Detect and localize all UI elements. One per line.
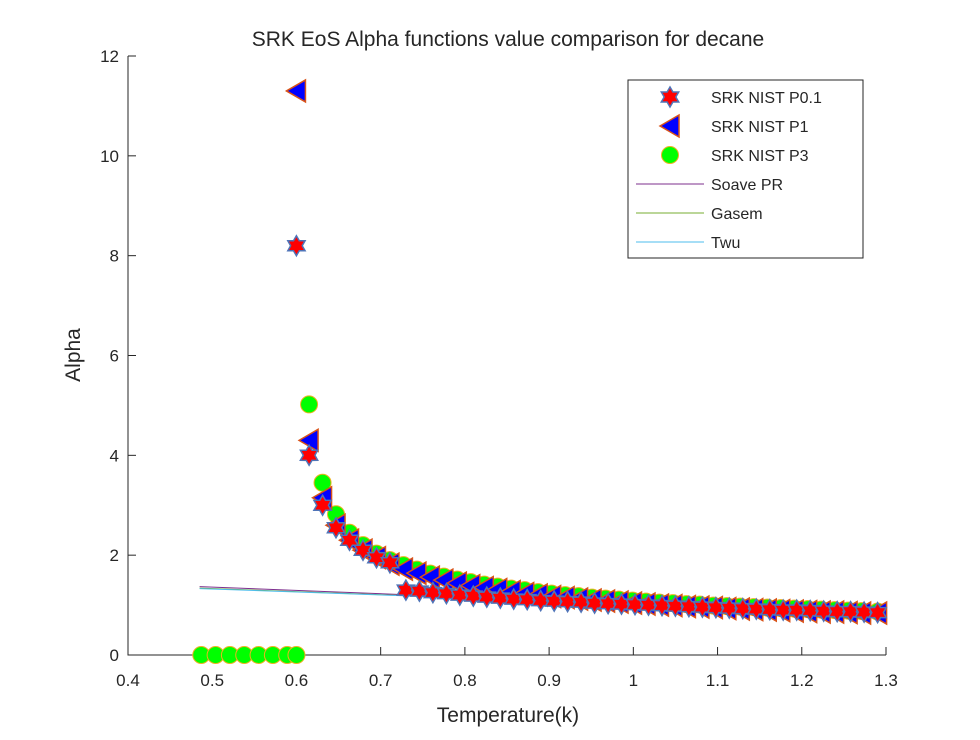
data-point bbox=[571, 590, 592, 614]
data-point bbox=[396, 578, 416, 602]
y-tick-label: 6 bbox=[110, 347, 119, 366]
data-point bbox=[284, 78, 307, 104]
x-tick-label: 1 bbox=[629, 671, 638, 690]
legend-label: SRK NIST P1 bbox=[711, 119, 809, 136]
x-tick-label: 0.9 bbox=[537, 671, 561, 690]
legend-item: SRK NIST P3 bbox=[661, 146, 809, 165]
data-point bbox=[409, 579, 430, 603]
legend-item: SRK NIST P0.1 bbox=[659, 85, 822, 109]
data-point bbox=[517, 588, 538, 612]
y-tick-label: 8 bbox=[110, 247, 119, 266]
x-tick-label: 0.6 bbox=[285, 671, 309, 690]
y-tick-label: 2 bbox=[110, 546, 119, 565]
y-tick-label: 0 bbox=[110, 646, 119, 665]
y-tick-label: 10 bbox=[100, 147, 119, 166]
legend: SRK NIST P0.1 SRK NIST P1 SRK NIST P3 Soave… bbox=[627, 79, 864, 259]
chart-title: SRK EoS Alpha functions value comparison… bbox=[252, 28, 764, 51]
data-point bbox=[326, 516, 347, 540]
data-point bbox=[436, 582, 457, 606]
legend-label: SRK NIST P0.1 bbox=[711, 90, 822, 107]
x-tick-label: 0.7 bbox=[369, 671, 393, 690]
x-tick-label: 0.8 bbox=[453, 671, 477, 690]
y-axis-label: Alpha bbox=[62, 328, 85, 382]
y-tick-label: 4 bbox=[110, 446, 119, 465]
x-tick-label: 0.5 bbox=[200, 671, 224, 690]
legend-label: Soave PR bbox=[711, 177, 783, 194]
legend-item: Gasem bbox=[636, 206, 763, 223]
data-point bbox=[867, 601, 888, 625]
data-point bbox=[312, 493, 333, 517]
legend-item: Soave PR bbox=[636, 177, 783, 194]
data-point bbox=[286, 234, 307, 258]
x-tick-label: 1.1 bbox=[706, 671, 730, 690]
series-srk-nist-p0-1 bbox=[286, 234, 888, 625]
x-tick-label: 0.4 bbox=[116, 671, 140, 690]
data-point bbox=[287, 646, 306, 664]
legend-label: SRK NIST P3 bbox=[711, 148, 809, 165]
data-point bbox=[299, 443, 319, 467]
data-point bbox=[422, 581, 443, 605]
data-point bbox=[463, 584, 484, 608]
data-point bbox=[352, 538, 373, 562]
data-point bbox=[476, 585, 497, 609]
x-axis-label: Temperature(k) bbox=[437, 704, 579, 727]
legend-swatch bbox=[661, 146, 679, 164]
legend-swatch bbox=[659, 85, 681, 109]
legend-label: Twu bbox=[711, 235, 740, 252]
y-tick-label: 12 bbox=[100, 47, 119, 66]
legend-item: SRK NIST P1 bbox=[658, 113, 809, 139]
data-point bbox=[366, 546, 387, 570]
legend-label: Gasem bbox=[711, 206, 763, 223]
data-point bbox=[300, 395, 319, 414]
data-point bbox=[449, 583, 470, 607]
plot-area bbox=[192, 78, 888, 664]
data-point bbox=[380, 551, 400, 575]
legend-swatch bbox=[658, 113, 680, 139]
legend-item: Twu bbox=[636, 235, 740, 252]
x-tick-label: 1.2 bbox=[790, 671, 814, 690]
legend-box bbox=[627, 79, 864, 259]
series-srk-nist-p3 bbox=[192, 395, 887, 664]
axes: 0.4 0.5 0.6 0.7 0.8 0.9 1 1.1 1.2 1.3 0 2 4 6 8 10 12 bbox=[100, 47, 898, 690]
data-point bbox=[490, 586, 511, 610]
x-tick-label: 1.3 bbox=[874, 671, 898, 690]
